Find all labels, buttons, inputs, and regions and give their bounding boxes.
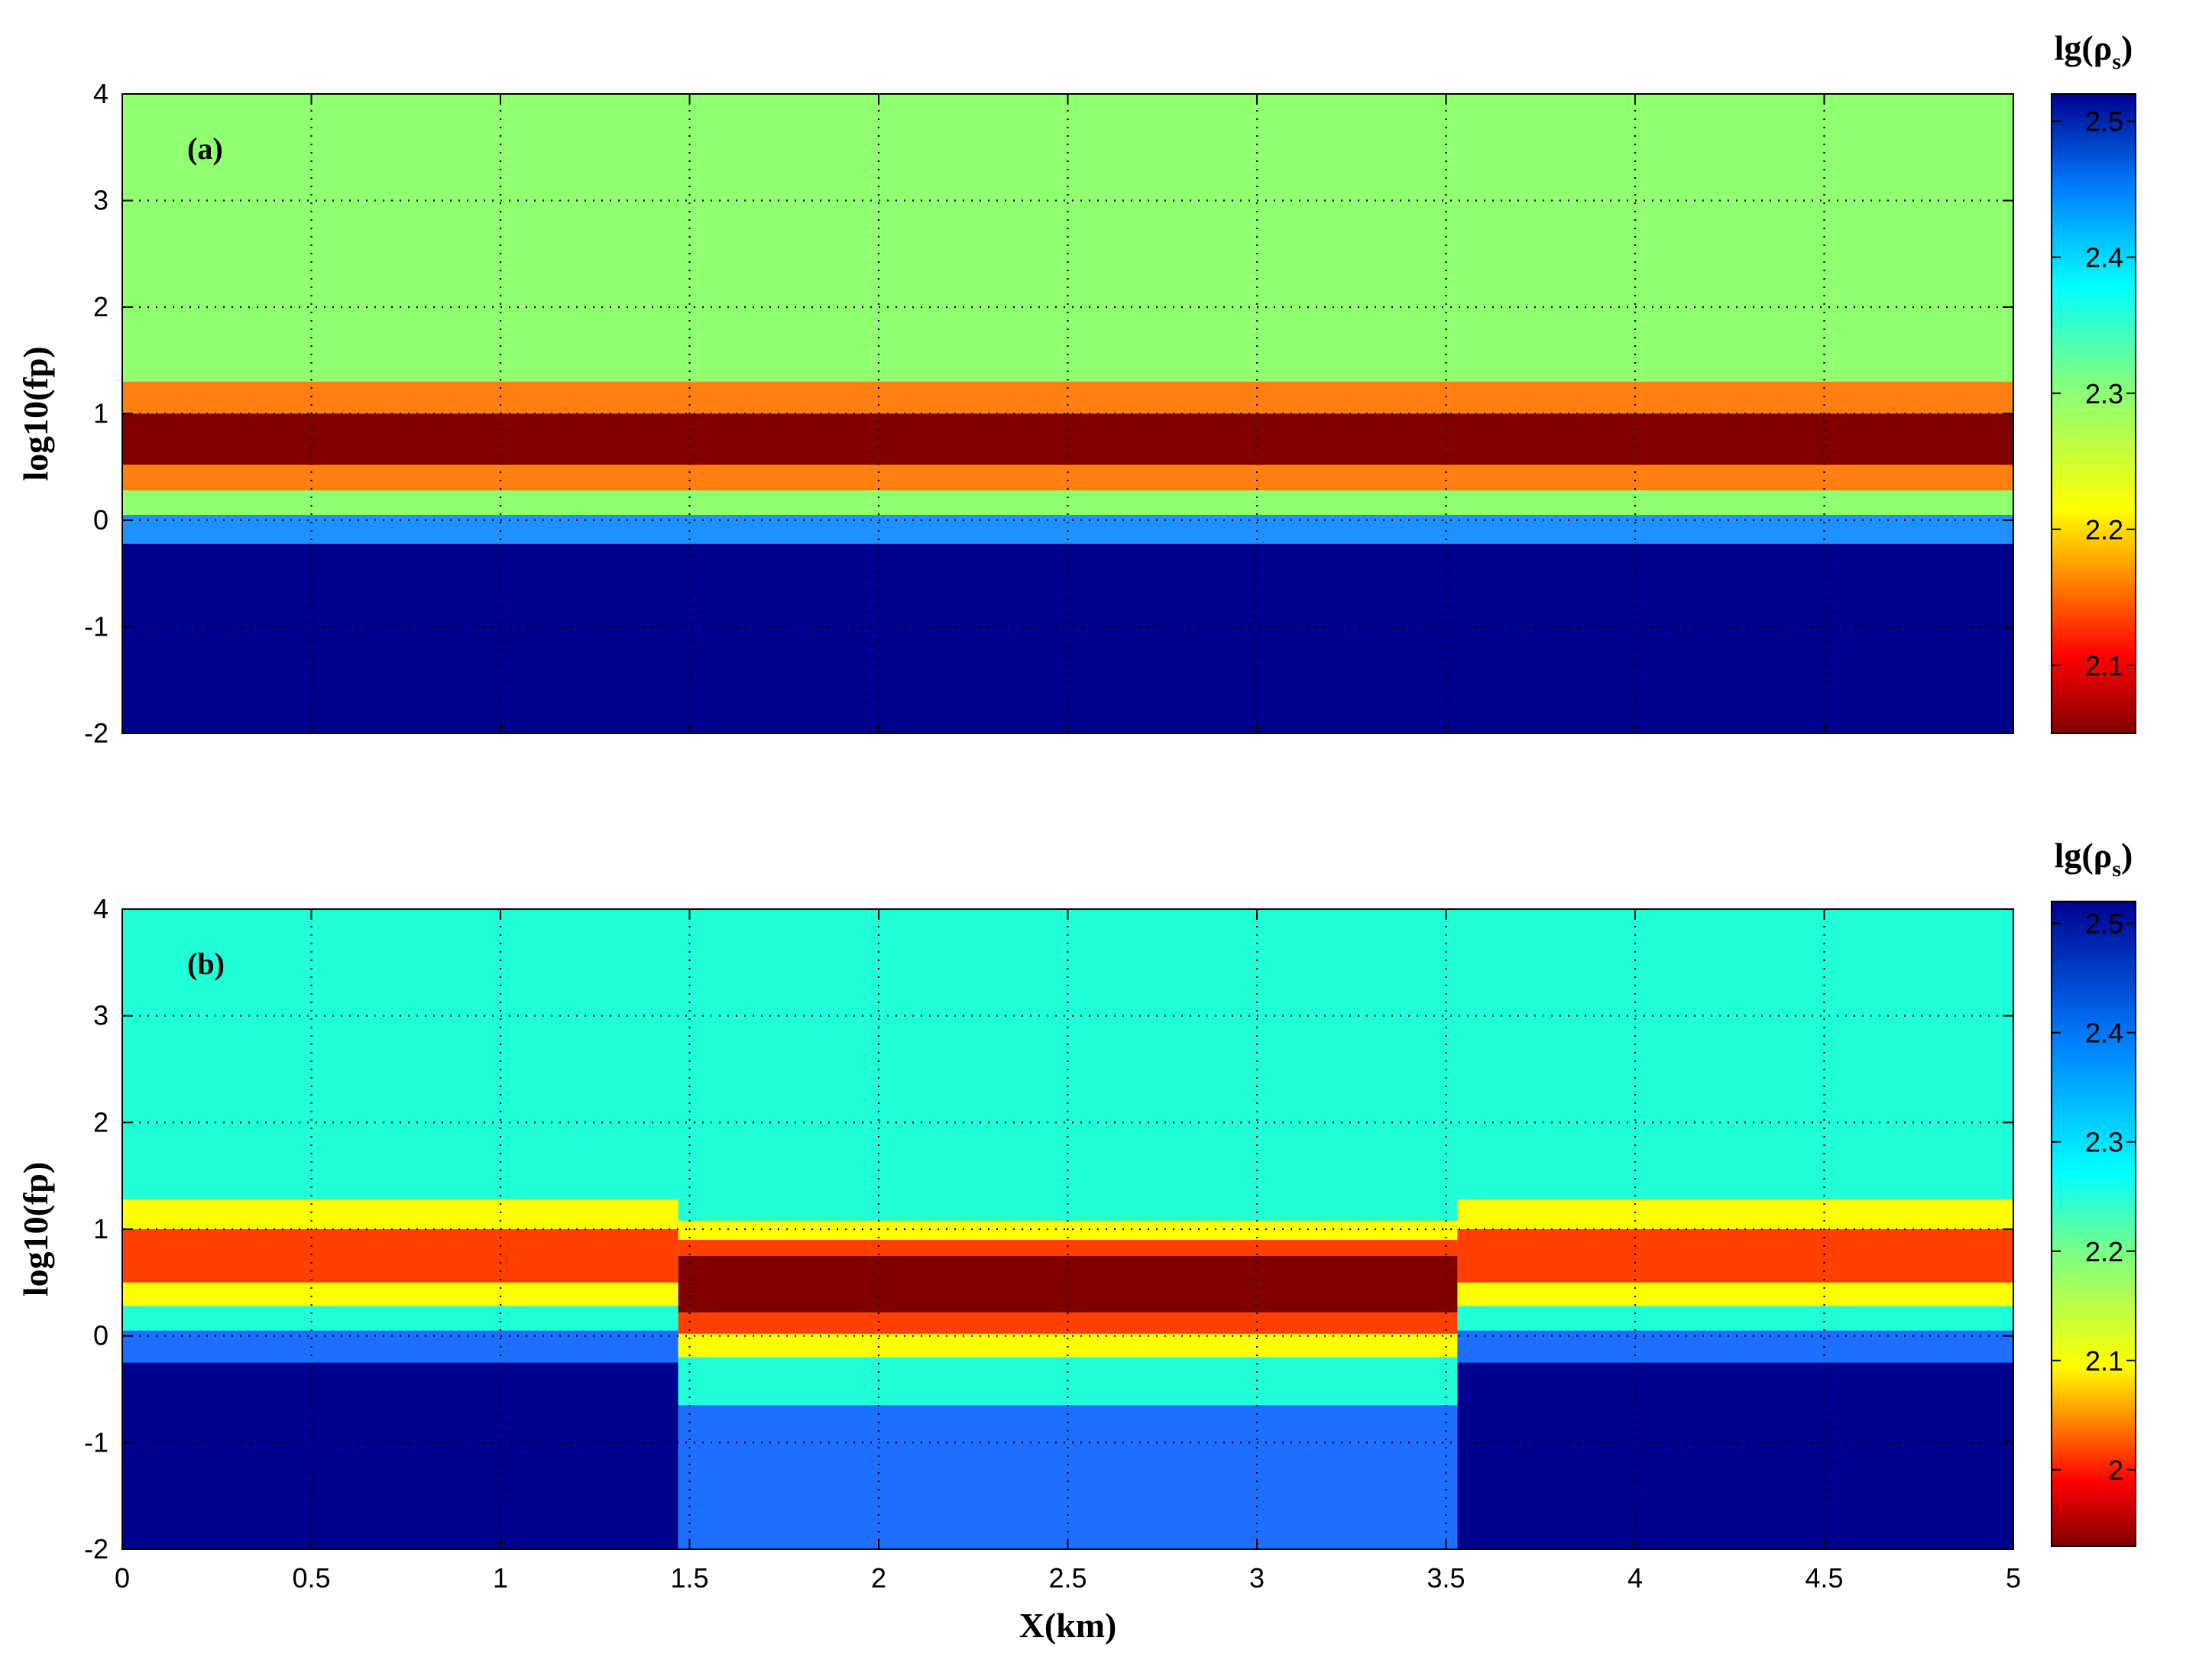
y-tick-label: 1 — [93, 398, 108, 429]
panel-b-y-axis-title: log10(fp) — [16, 1162, 55, 1296]
y-tick-label: 0 — [93, 1320, 108, 1351]
y-tick-label: -1 — [84, 611, 108, 642]
colorbar-tick-label: 2.2 — [2085, 1236, 2123, 1267]
colorbar-tick-label: 2.5 — [2085, 908, 2123, 940]
y-tick-label: 0 — [93, 504, 108, 536]
panel-a-plot-area — [122, 94, 2013, 733]
anomaly-layer-4 — [678, 1333, 1458, 1358]
anomaly-layer-1 — [678, 1239, 1458, 1256]
x-tick-label: 1.5 — [670, 1562, 708, 1594]
panel-a-colorbar-gradient — [2051, 93, 2136, 734]
colorbar-tick-label: 2.1 — [2085, 650, 2123, 681]
anomaly-layer-0 — [678, 1220, 1458, 1240]
panel-a-label: (a) — [187, 131, 223, 166]
x-tick-label: 2.5 — [1048, 1562, 1087, 1594]
panel-a-y-ticks: -2 -1 0 1 2 3 4 — [84, 78, 2013, 749]
outer-layer-right-1 — [1457, 1229, 2013, 1283]
x-tick-label: 3.5 — [1427, 1562, 1465, 1594]
colorbar-tick-label: 2.4 — [2085, 1018, 2123, 1049]
outer-layer-left-5 — [122, 1362, 678, 1549]
x-tick-label: 4 — [1627, 1562, 1643, 1594]
anomaly-layer-2 — [678, 1255, 1458, 1312]
colorbar-tick-label: 2.3 — [2085, 1127, 2123, 1158]
y-tick-label: 3 — [93, 185, 108, 216]
anomaly-layer-5 — [678, 1357, 1458, 1406]
panel-a-grid — [122, 94, 2013, 733]
panel-a-colorbar: 2.1 2.2 2.3 2.4 2.5 lg(ρs) — [2051, 28, 2136, 734]
x-tick-label: 4.5 — [1805, 1562, 1843, 1594]
y-tick-label: 4 — [93, 893, 108, 924]
panel-b-x-ticks: 0 0.5 1 1.5 2 2.5 3 3.5 4 4.5 5 — [115, 909, 2021, 1594]
outer-layer-right-3 — [1457, 1306, 2013, 1331]
y-tick-label: 1 — [93, 1213, 108, 1244]
colorbar-tick-label: 2.5 — [2085, 106, 2123, 138]
panel-b-colorbar-gradient — [2051, 901, 2136, 1547]
y-tick-label: 2 — [93, 291, 108, 322]
panel-a: -2 -1 0 1 2 3 4 (a) log10(fp) 2.1 2.2 2.3 2.4 2.5 … — [16, 28, 2136, 749]
x-tick-label: 3 — [1249, 1562, 1265, 1594]
x-tick-label: 1 — [493, 1562, 508, 1594]
outer-layer-right-0 — [1457, 1199, 2013, 1229]
outer-layer-left-1 — [122, 1229, 678, 1283]
colorbar-tick-label: 2.3 — [2085, 378, 2123, 409]
panel-b-colorbar: 2 2.1 2.2 2.3 2.4 2.5 lg(ρs) — [2051, 836, 2136, 1547]
outer-layer-right-2 — [1457, 1282, 2013, 1306]
outer-layer-left-3 — [122, 1306, 678, 1331]
anomaly-layer-6 — [678, 1405, 1458, 1549]
layer-band-6 — [122, 543, 2013, 733]
layer-band-0 — [122, 94, 2013, 382]
layer-band-4 — [122, 490, 2013, 516]
y-tick-label: 4 — [93, 78, 108, 109]
outer-layer-left-2 — [122, 1282, 678, 1306]
outer-layer-left-0 — [122, 1199, 678, 1229]
layer-band-3 — [122, 464, 2013, 490]
x-tick-label: 2 — [871, 1562, 886, 1594]
panel-b-label: (b) — [187, 947, 225, 981]
panel-a-y-axis-title: log10(fp) — [16, 346, 55, 481]
outer-layer-right-5 — [1457, 1362, 2013, 1549]
y-tick-label: -2 — [84, 1533, 108, 1565]
panel-b: 0 0.5 1 1.5 2 2.5 3 3.5 4 4.5 5 -2 -1 0 1 2 3 4 (b) log1… — [16, 836, 2136, 1645]
colorbar-tick-label: 2.2 — [2085, 514, 2123, 545]
y-tick-label: 3 — [93, 1000, 108, 1031]
panel-b-colorbar-title: lg(ρs) — [2055, 836, 2133, 882]
y-tick-label: -2 — [84, 717, 108, 749]
panel-a-x-ticks — [121, 94, 2014, 733]
x-tick-label: 5 — [2006, 1562, 2021, 1594]
x-tick-label: 0.5 — [292, 1562, 330, 1594]
panel-a-colorbar-title: lg(ρs) — [2055, 28, 2133, 74]
panel-b-colorbar-ticks: 2 2.1 2.2 2.3 2.4 2.5 — [2052, 908, 2136, 1486]
colorbar-tick-label: 2 — [2108, 1455, 2123, 1486]
panel-b-x-axis-title: X(km) — [1019, 1606, 1117, 1645]
panel-b-y-ticks: -2 -1 0 1 2 3 4 — [84, 893, 2013, 1565]
colorbar-tick-label: 2.4 — [2085, 242, 2123, 273]
layer-band-1 — [122, 381, 2013, 414]
panel-b-grid — [122, 909, 2013, 1549]
outer-layer-right-4 — [1457, 1330, 2013, 1363]
panel-a-colorbar-ticks: 2.1 2.2 2.3 2.4 2.5 — [2052, 106, 2136, 681]
colorbar-tick-label: 2.1 — [2085, 1345, 2123, 1377]
y-tick-label: -1 — [84, 1426, 108, 1458]
y-tick-label: 2 — [93, 1106, 108, 1138]
x-tick-label: 0 — [115, 1562, 130, 1594]
